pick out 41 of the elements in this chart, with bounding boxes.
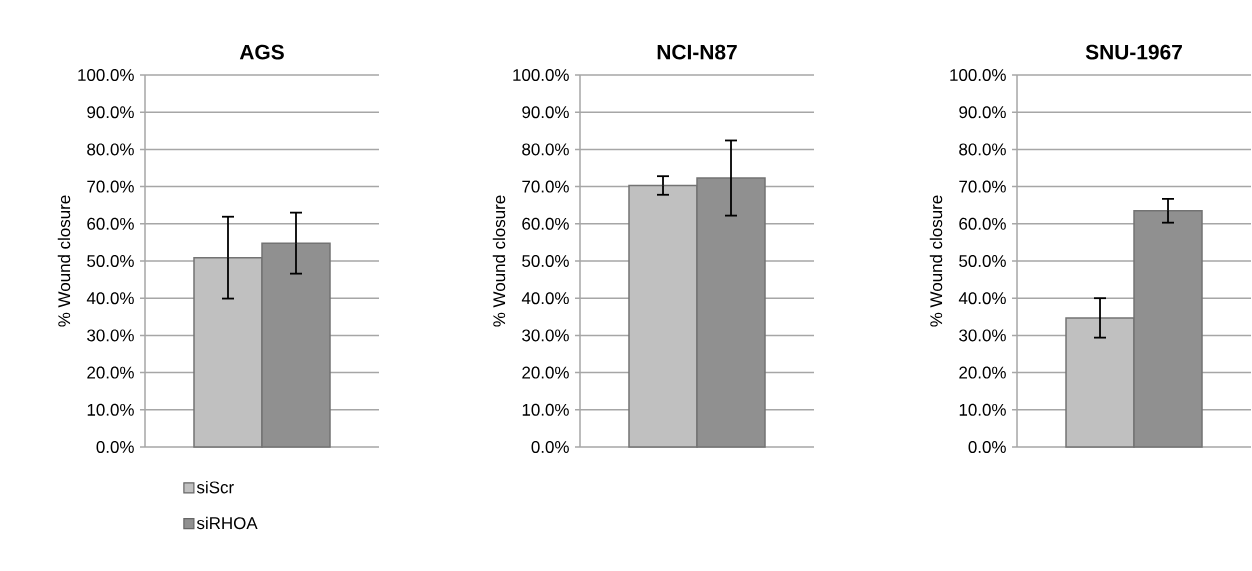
y-tick-label: 40.0%: [521, 292, 569, 305]
y-tick-label: 0.0%: [968, 441, 1006, 453]
chart-title: SNU-1967: [1085, 44, 1182, 60]
y-tick-label: 50.0%: [87, 255, 134, 267]
y-tick-label: 60.0%: [959, 217, 1006, 230]
y-tick-label: 100.0%: [78, 69, 134, 81]
y-tick-label: 60.0%: [87, 217, 134, 230]
y-tick-label: 70.0%: [959, 180, 1006, 193]
y-axis-title: % Wound closure: [929, 195, 943, 327]
y-tick-label: 60.0%: [522, 217, 569, 230]
y-tick-label: 20.0%: [522, 366, 569, 379]
y-tick-label: 90.0%: [959, 106, 1006, 119]
y-tick-label: 0.0%: [531, 441, 569, 453]
y-tick-label: 10.0%: [959, 403, 1006, 416]
y-tick-label: 10.0%: [522, 403, 569, 416]
y-tick-label: 90.0%: [522, 106, 569, 119]
y-tick-label: 30.0%: [87, 329, 134, 342]
y-tick-label: 70.0%: [87, 180, 134, 193]
y-tick-label: 100.0%: [950, 69, 1006, 81]
chart-title: AGS: [239, 44, 284, 60]
y-tick-label: 20.0%: [87, 366, 134, 379]
y-tick-label: 50.0%: [959, 255, 1006, 267]
y-tick-label: 10.0%: [87, 403, 134, 416]
y-tick-label: 50.0%: [522, 255, 569, 267]
y-tick-label: 40.0%: [958, 292, 1006, 305]
y-tick-label: 80.0%: [959, 143, 1006, 156]
y-tick-label: 80.0%: [522, 143, 569, 156]
y-tick-label: 40.0%: [86, 292, 134, 305]
y-tick-label: 70.0%: [522, 180, 569, 193]
y-tick-label: 30.0%: [522, 329, 569, 342]
y-tick-label: 0.0%: [96, 441, 134, 453]
chart-title: NCI-N87: [657, 44, 737, 60]
y-axis-title: % Wound closure: [57, 195, 71, 327]
y-tick-label: 100.0%: [513, 69, 569, 81]
y-tick-label: 20.0%: [959, 366, 1006, 379]
y-axis-title: % Wound closure: [492, 195, 506, 327]
legend-label: siScr: [196, 480, 234, 494]
y-tick-label: 90.0%: [87, 106, 134, 119]
y-tick-label: 30.0%: [959, 329, 1006, 342]
legend-label: siRHOA: [196, 516, 258, 530]
y-tick-label: 80.0%: [87, 143, 134, 156]
